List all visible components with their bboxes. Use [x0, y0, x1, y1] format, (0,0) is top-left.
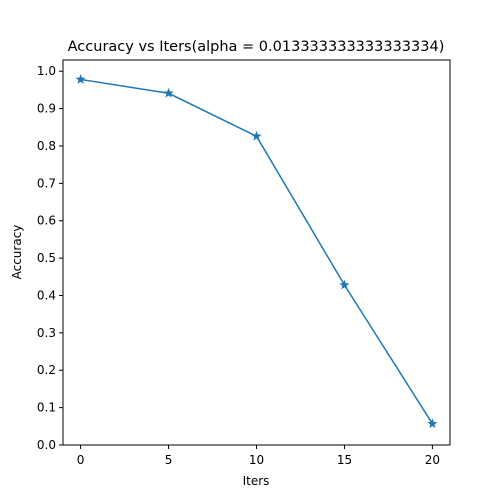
x-axis-ticks: 0 5 10 15 20: [77, 445, 440, 467]
data-point-marker: [75, 74, 86, 84]
x-tick-label: 5: [165, 453, 173, 467]
y-axis-label: Accuracy: [10, 225, 24, 280]
data-point-marker: [251, 130, 262, 141]
y-tick-label: 0.2: [37, 363, 56, 377]
y-tick-label: 1.0: [37, 64, 56, 78]
y-tick-label: 0.1: [37, 401, 56, 415]
y-tick-label: 0.7: [37, 176, 56, 190]
data-point-marker: [339, 279, 350, 290]
y-tick-label: 0.8: [37, 139, 56, 153]
plot-frame: [62, 59, 451, 446]
x-tick-label: 0: [77, 453, 85, 467]
y-axis-ticks: 0.0 0.1 0.2 0.3 0.4 0.5 0.6 0.7 0.8 0.9 1.0: [37, 64, 63, 452]
y-tick-label: 0.3: [37, 326, 56, 340]
data-point-marker: [427, 418, 438, 429]
x-tick-label: 20: [425, 453, 440, 467]
y-tick-label: 0.5: [37, 251, 56, 265]
y-tick-label: 0.0: [37, 438, 56, 452]
y-tick-label: 0.6: [37, 214, 56, 228]
plot-series: [75, 74, 438, 429]
data-point-marker: [163, 87, 174, 98]
y-tick-label: 0.4: [37, 288, 56, 302]
x-tick-label: 15: [337, 453, 352, 467]
x-tick-label: 10: [249, 453, 264, 467]
chart-title: Accuracy vs Iters(alpha = 0.013333333333…: [68, 39, 445, 55]
x-axis-label: Iters: [243, 474, 270, 488]
y-tick-label: 0.9: [37, 102, 56, 116]
